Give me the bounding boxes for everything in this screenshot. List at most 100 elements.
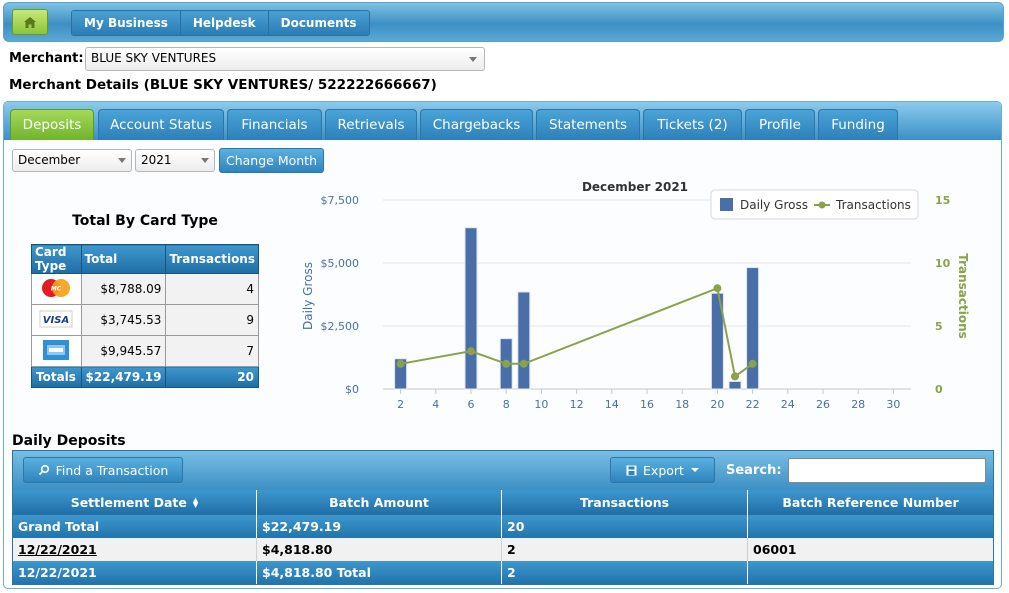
- tab-tickets[interactable]: Tickets (2): [643, 109, 742, 140]
- nav-documents[interactable]: Documents: [268, 11, 369, 35]
- transactions-line: [400, 286, 754, 379]
- daily-deposits-title: Daily Deposits: [12, 433, 126, 449]
- card-totals-title: Total By Card Type: [72, 213, 218, 229]
- chart-y2-axis: 0 5 10 15: [935, 194, 951, 396]
- nav-helpdesk[interactable]: Helpdesk: [180, 11, 269, 35]
- x-tick-label: 4: [432, 398, 439, 411]
- x-tick-label: 24: [781, 398, 795, 411]
- x-tick-label: 2: [397, 398, 404, 411]
- x-tick-label: 8: [503, 398, 510, 411]
- tab-statements[interactable]: Statements: [536, 109, 640, 140]
- home-button[interactable]: [12, 9, 48, 35]
- grid-header-row: Settlement Date ▲ ▼ Batch Amount Transact…: [13, 490, 993, 515]
- tab-profile[interactable]: Profile: [745, 109, 815, 140]
- x-tick-label: 12: [570, 398, 584, 411]
- x-tick-label: 20: [710, 398, 724, 411]
- subtotal-amount: $4,818.80 Total: [257, 561, 502, 584]
- find-transaction-label: Find a Transaction: [55, 462, 169, 478]
- settlement-date-link[interactable]: 12/22/2021: [18, 542, 97, 557]
- visa-icon: VISA: [39, 310, 73, 327]
- mastercard-logo-cell: MC: [31, 273, 82, 305]
- y2-tick-label: 0: [935, 383, 943, 396]
- column-header-transactions[interactable]: Transactions: [502, 490, 748, 515]
- table-row: 12/22/2021 $4,818.80 2 06001: [13, 538, 993, 561]
- column-header-card-type: Card Type: [31, 244, 82, 274]
- legend-daily-gross[interactable]: Daily Gross: [740, 198, 808, 212]
- column-header-settlement-date[interactable]: Settlement Date ▲ ▼: [13, 490, 257, 515]
- grid-toolbar: Find a Transaction Export Search:: [13, 451, 993, 490]
- card-total: $8,788.09: [80, 273, 167, 305]
- y-tick-label: $5,000: [321, 257, 360, 270]
- y-tick-label: $2,500: [321, 320, 360, 333]
- grand-total-transactions: 20: [502, 515, 748, 538]
- x-tick-label: 14: [605, 398, 619, 411]
- search-input[interactable]: [788, 458, 986, 483]
- find-transaction-button[interactable]: Find a Transaction: [23, 457, 183, 483]
- month-select[interactable]: December: [12, 149, 132, 172]
- amex-icon: [43, 339, 70, 360]
- legend-transactions-marker: [818, 201, 826, 209]
- settlement-date-cell: 12/22/2021: [13, 538, 257, 561]
- export-button[interactable]: Export: [610, 457, 715, 483]
- column-header-batch-reference[interactable]: Batch Reference Number: [782, 495, 959, 510]
- y2-axis-label: Transactions: [956, 253, 970, 339]
- month-select-value: December: [18, 153, 81, 167]
- chart-title: December 2021: [582, 180, 688, 194]
- svg-text:MC: MC: [51, 285, 62, 292]
- tab-account-status[interactable]: Account Status: [98, 109, 224, 140]
- tab-financials[interactable]: Financials: [227, 109, 322, 140]
- nav-my-business[interactable]: My Business: [72, 11, 181, 35]
- card-total: $3,745.53: [80, 304, 167, 336]
- year-select-value: 2021: [141, 153, 172, 167]
- tab-chargebacks[interactable]: Chargebacks: [420, 109, 533, 140]
- subtotal-date: 12/22/2021: [13, 561, 257, 584]
- line-point: [396, 359, 405, 368]
- daily-gross-chart: December 2021 $0 $2,500 $5,000 $7,500 0 5 10 1…: [301, 180, 970, 411]
- batch-amount-cell: $4,818.80: [257, 538, 502, 561]
- daily-deposits-grid: Find a Transaction Export Search: Settle…: [12, 450, 994, 585]
- transactions-cell: 2: [502, 538, 748, 561]
- bar: [746, 267, 760, 390]
- year-select[interactable]: 2021: [135, 149, 215, 172]
- chart-x-axis: 2 4 6 8 10 12 14 16 18 20 22 24 26 28 30: [397, 389, 900, 411]
- export-label: Export: [643, 462, 684, 478]
- chevron-down-icon: [118, 158, 126, 163]
- bar: [464, 227, 478, 390]
- column-header-total: Total: [80, 244, 167, 274]
- legend-transactions[interactable]: Transactions: [835, 198, 911, 212]
- chart-bars: [394, 227, 760, 390]
- bar: [517, 291, 531, 390]
- change-month-button[interactable]: Change Month: [219, 148, 324, 173]
- legend-daily-gross-swatch: [720, 198, 733, 211]
- grand-total-amount: $22,479.19: [257, 515, 502, 538]
- card-totals-row: Totals $22,479.19 20: [31, 366, 259, 388]
- column-header-batch-amount[interactable]: Batch Amount: [257, 490, 502, 515]
- y2-tick-label: 10: [935, 257, 951, 270]
- caret-down-icon: [690, 468, 699, 472]
- subtotal-ref: [748, 561, 993, 584]
- top-navbar: My Business Helpdesk Documents: [3, 2, 1004, 42]
- tab-funding[interactable]: Funding: [818, 109, 898, 140]
- card-transactions: 7: [165, 335, 259, 367]
- column-header-transactions: Transactions: [165, 244, 259, 274]
- bar: [728, 380, 742, 390]
- amex-logo-cell: [31, 335, 82, 367]
- x-tick-label: 18: [675, 398, 689, 411]
- tab-bar: Deposits Account Status Financials Retri…: [4, 102, 1001, 140]
- table-row: VISA $3,745.53 9: [31, 304, 259, 336]
- totals-label: Totals: [31, 366, 82, 388]
- totals-amount: $22,479.19: [80, 366, 167, 388]
- x-tick-label: 30: [886, 398, 900, 411]
- y2-tick-label: 5: [935, 320, 943, 333]
- settlement-date-label: Settlement Date: [70, 495, 187, 510]
- x-tick-label: 28: [851, 398, 865, 411]
- merchant-select[interactable]: BLUE SKY VENTURES: [85, 47, 485, 71]
- table-row: MC $8,788.09 4: [31, 273, 259, 305]
- totals-transactions: 20: [165, 366, 259, 388]
- x-tick-label: 22: [746, 398, 760, 411]
- tab-deposits[interactable]: Deposits: [10, 109, 94, 140]
- tab-retrievals[interactable]: Retrievals: [325, 109, 417, 140]
- x-tick-label: 16: [640, 398, 654, 411]
- chevron-down-icon: [201, 158, 209, 163]
- line-point: [731, 372, 739, 381]
